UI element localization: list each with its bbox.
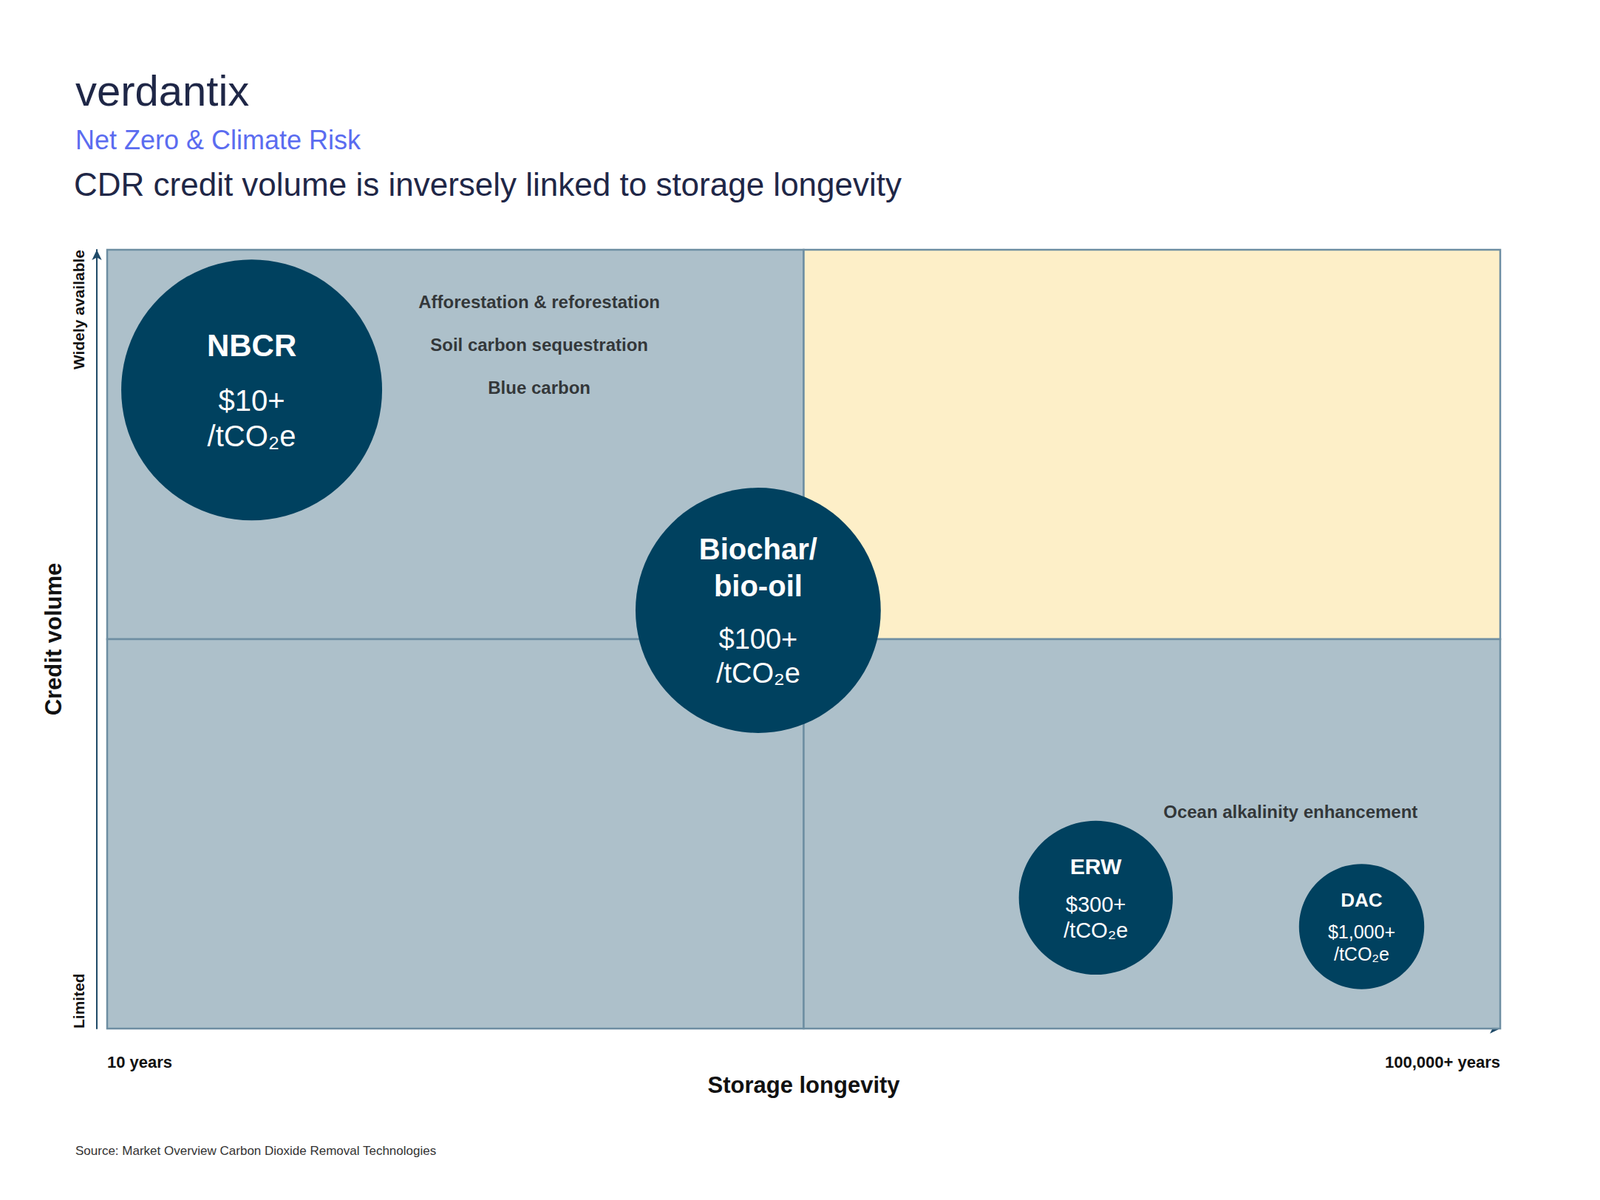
svg-text:$100+: $100+: [719, 623, 799, 655]
svg-text:Source: Market Overview Carbon: Source: Market Overview Carbon Dioxide R…: [75, 1144, 437, 1159]
svg-text:100,000+ years: 100,000+ years: [1384, 1053, 1501, 1072]
svg-text:$1,000+: $1,000+: [1328, 921, 1396, 943]
svg-text:Storage longevity: Storage longevity: [707, 1072, 901, 1099]
svg-text:verdantix: verdantix: [75, 66, 250, 115]
svg-text:Net Zero & Climate Risk: Net Zero & Climate Risk: [75, 124, 362, 156]
svg-text:NBCR: NBCR: [206, 328, 297, 363]
svg-text:bio-oil: bio-oil: [713, 569, 803, 603]
svg-text:CDR credit volume is inversely: CDR credit volume is inversely linked to…: [73, 166, 902, 203]
svg-text:Soil carbon sequestration: Soil carbon sequestration: [430, 334, 649, 355]
svg-text:/tCO₂e: /tCO₂e: [1063, 918, 1128, 943]
svg-text:$300+: $300+: [1065, 892, 1126, 917]
svg-text:10 years: 10 years: [107, 1053, 173, 1072]
svg-text:Ocean alkalinity enhancement: Ocean alkalinity enhancement: [1163, 801, 1418, 822]
svg-text:Blue carbon: Blue carbon: [487, 377, 591, 398]
svg-text:Limited: Limited: [70, 973, 88, 1029]
svg-text:/tCO₂e: /tCO₂e: [207, 419, 297, 453]
svg-text:$10+: $10+: [218, 384, 286, 417]
svg-text:/tCO₂e: /tCO₂e: [716, 657, 801, 689]
svg-text:DAC: DAC: [1340, 889, 1383, 912]
svg-text:ERW: ERW: [1070, 854, 1122, 879]
svg-text:Credit volume: Credit volume: [40, 563, 67, 717]
svg-text:Afforestation & reforestation: Afforestation & reforestation: [418, 291, 660, 312]
svg-text:Widely available: Widely available: [70, 249, 88, 370]
svg-text:Biochar/: Biochar/: [699, 532, 818, 566]
svg-text:/tCO₂e: /tCO₂e: [1333, 943, 1390, 965]
